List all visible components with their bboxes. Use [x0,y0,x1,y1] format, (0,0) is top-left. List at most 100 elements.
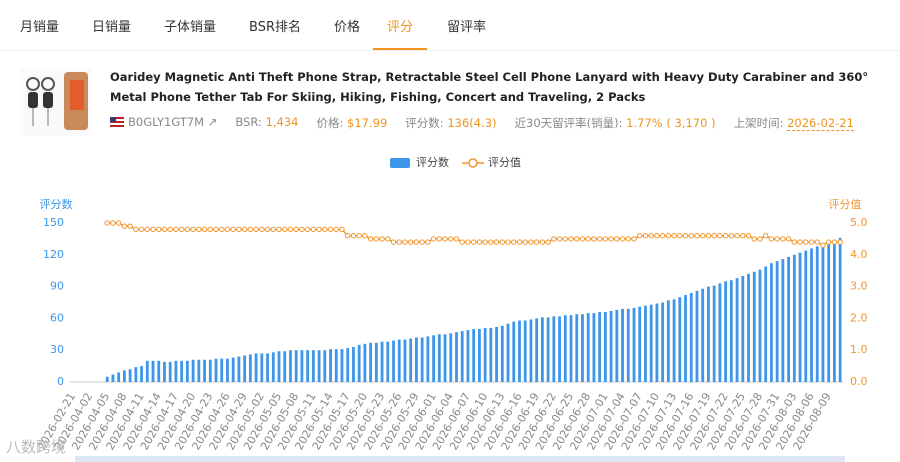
line-point [224,226,231,233]
line-point [184,226,191,233]
tab[interactable]: 评分 [373,0,428,50]
line-point [722,233,729,239]
bar [752,271,756,382]
line-point [562,236,568,242]
tab[interactable]: 子体销量 [164,20,217,35]
meta-value: $17.99 [347,116,388,130]
bar [792,254,796,382]
bar [563,315,567,382]
line-point [677,233,683,239]
bar [827,242,831,382]
bar [615,309,619,382]
line-point [797,239,803,245]
bar [586,313,590,382]
legend-label: 评分数 [416,156,449,169]
bar [598,312,602,382]
bar [626,308,630,382]
bar [724,281,728,382]
line-point [430,236,437,242]
bar [804,250,808,382]
scrollbar [75,456,845,462]
line-point [734,233,740,239]
line-point [608,236,614,242]
y-tick-label: 30 [50,343,64,356]
bar [111,374,115,382]
line-point [780,236,786,242]
line-point [156,226,162,233]
legend-swatch-dot [468,158,478,168]
line-point [585,236,591,242]
bar [558,316,561,382]
asin-text[interactable]: B0GLY1GT7M [128,115,205,129]
line-point [304,226,311,233]
line-point [539,239,546,245]
line-point [488,239,494,245]
line-point [574,236,580,242]
line-point [665,233,672,239]
tab[interactable]: 价格 [334,20,361,35]
bar [271,352,275,382]
y-tick-label: 120 [43,248,64,261]
line-point [476,239,483,245]
line-point [236,226,242,233]
line-point [407,239,414,245]
bar [203,359,206,382]
line-point [442,236,448,242]
line-point [459,239,465,245]
bar [185,360,189,382]
tab[interactable]: BSR排名 [249,20,302,35]
bar [409,338,413,382]
line-point [654,233,660,239]
bar [483,327,487,382]
bar [317,350,321,382]
product-meta: B0GLY1GT7M ↗ BSR: 1,434 价格: $17.99 评分数: 13… [110,115,854,131]
line-point [247,226,254,233]
line-point [345,233,351,239]
bar [518,320,521,382]
line-point [556,236,563,242]
tab[interactable]: 日销量 [92,20,132,35]
meta-value: 136(4.3) [447,116,497,130]
line-point [167,226,173,233]
line-point [138,226,145,233]
y-tick-label: 90 [50,280,64,293]
y2-axis-title: 评分值 [829,198,862,211]
line-point [350,233,357,239]
bar [346,348,350,382]
line-point [367,236,374,242]
line-point [837,239,843,245]
line-point [642,233,649,239]
asin[interactable]: B0GLY1GT7M ↗ [110,115,217,131]
line-point [745,233,752,239]
tab[interactable]: 月销量 [20,20,60,35]
tab-bar: 月销量 日销量 子体销量 BSR排名 价格 评分 留评率 [0,0,900,51]
bar [552,316,556,382]
bar [781,259,785,382]
bar [191,359,195,382]
bar [472,329,476,382]
line-point [505,239,511,245]
line-point [579,236,586,242]
line-point [688,233,694,239]
meta-value: 2026-02-21 [787,116,854,131]
line-point [270,226,276,233]
bar [266,353,269,382]
bar [632,307,636,382]
bar [523,320,527,382]
bar [775,261,779,382]
bar [546,317,550,382]
bar [443,334,447,382]
bar [661,302,665,382]
bar [415,337,418,382]
line-point [178,226,185,233]
line-point [196,226,202,233]
line-point [121,223,128,229]
bar [334,349,338,382]
tab[interactable]: 留评率 [447,20,487,35]
line-point [213,226,219,233]
line-point [551,236,557,242]
line-point [482,239,488,245]
line-point [596,236,603,242]
bar [701,288,705,382]
meta-label: 价格: [316,116,344,130]
